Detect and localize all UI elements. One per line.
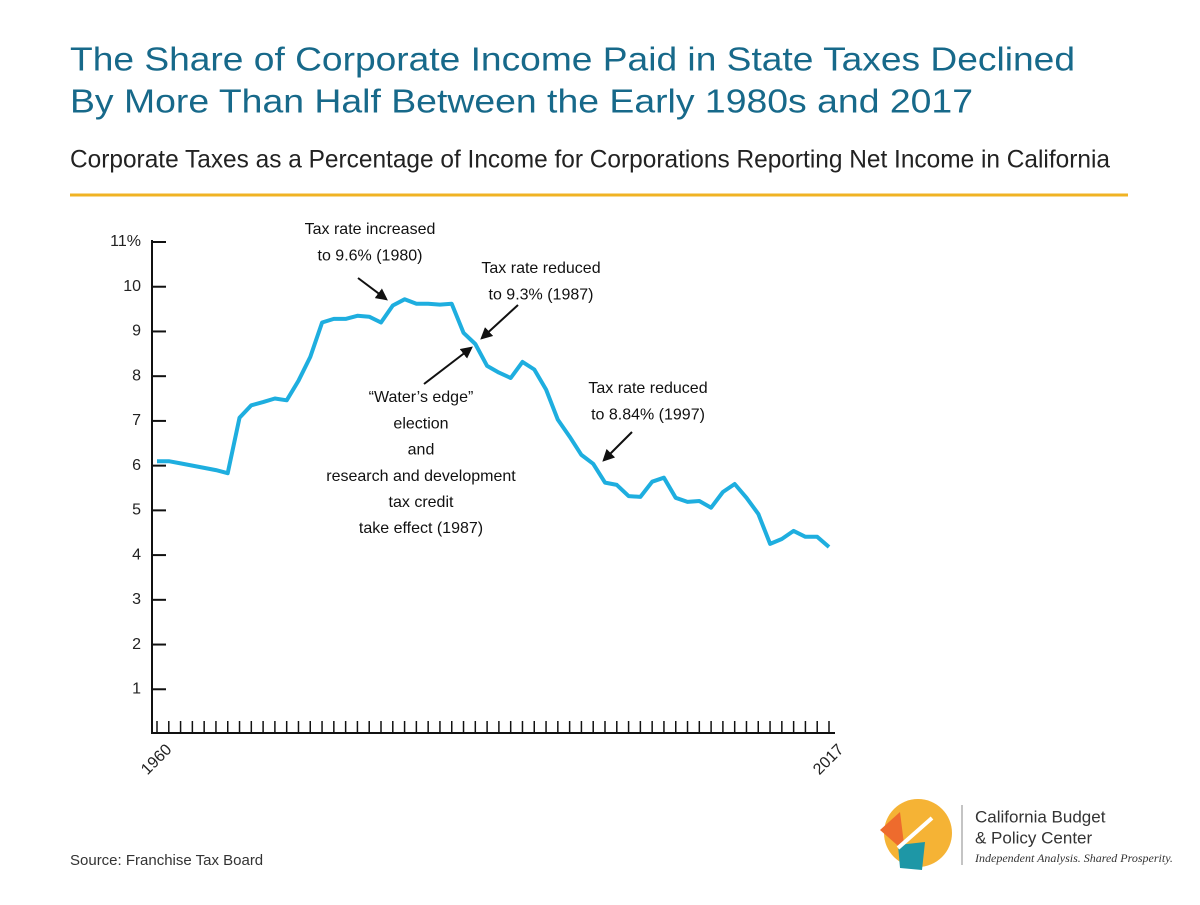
annotation: Tax rate increased	[305, 221, 436, 238]
y-tick-label: 3	[132, 591, 141, 608]
y-tick-label: 4	[132, 546, 141, 563]
annotation-arrow	[602, 431, 633, 462]
logo-name: & Policy Center	[975, 828, 1092, 847]
logo-tagline: Independent Analysis. Shared Prosperity.	[974, 851, 1173, 865]
annotation-arrow	[480, 304, 519, 340]
annotation: to 9.3% (1987)	[489, 286, 594, 303]
annotation: “Water’s edge”	[369, 389, 474, 406]
chart-title: By More Than Half Between the Early 1980…	[70, 83, 973, 120]
annotation-arrow	[357, 277, 388, 301]
y-tick-label: 11%	[110, 233, 141, 250]
y-tick-label: 6	[132, 457, 141, 474]
annotation: to 8.84% (1997)	[591, 406, 705, 423]
chart-subtitle: Corporate Taxes as a Percentage of Incom…	[70, 146, 1110, 174]
chart-title: The Share of Corporate Income Paid in St…	[70, 41, 1075, 78]
y-tick-label: 9	[132, 323, 141, 340]
logo-shape	[898, 842, 925, 870]
source: Source: Franchise Tax Board	[70, 852, 263, 869]
y-tick-label: 1	[132, 680, 141, 697]
logo-shape	[880, 812, 905, 852]
annotation: research and development	[326, 468, 516, 485]
line-series	[157, 297, 831, 549]
annotation: and	[408, 442, 435, 459]
y-tick-label: 10	[123, 278, 141, 295]
logo-arrow	[896, 816, 934, 850]
logo-name: California Budget	[975, 807, 1106, 826]
annotation: take effect (1987)	[359, 520, 483, 537]
logo: California Budget & Policy Center Indepe…	[880, 799, 1173, 870]
annotation-arrow	[423, 346, 473, 385]
annotation: Tax rate reduced	[588, 380, 707, 397]
y-tick-label: 2	[132, 636, 141, 653]
annotation: to 9.6% (1980)	[318, 247, 423, 264]
annotation: Tax rate reduced	[481, 260, 600, 277]
y-tick-label: 7	[132, 412, 141, 429]
y-tick-label: 8	[132, 367, 141, 384]
annotation: election	[393, 415, 448, 432]
annotation: tax credit	[389, 494, 454, 511]
y-tick-label: 5	[132, 502, 141, 519]
